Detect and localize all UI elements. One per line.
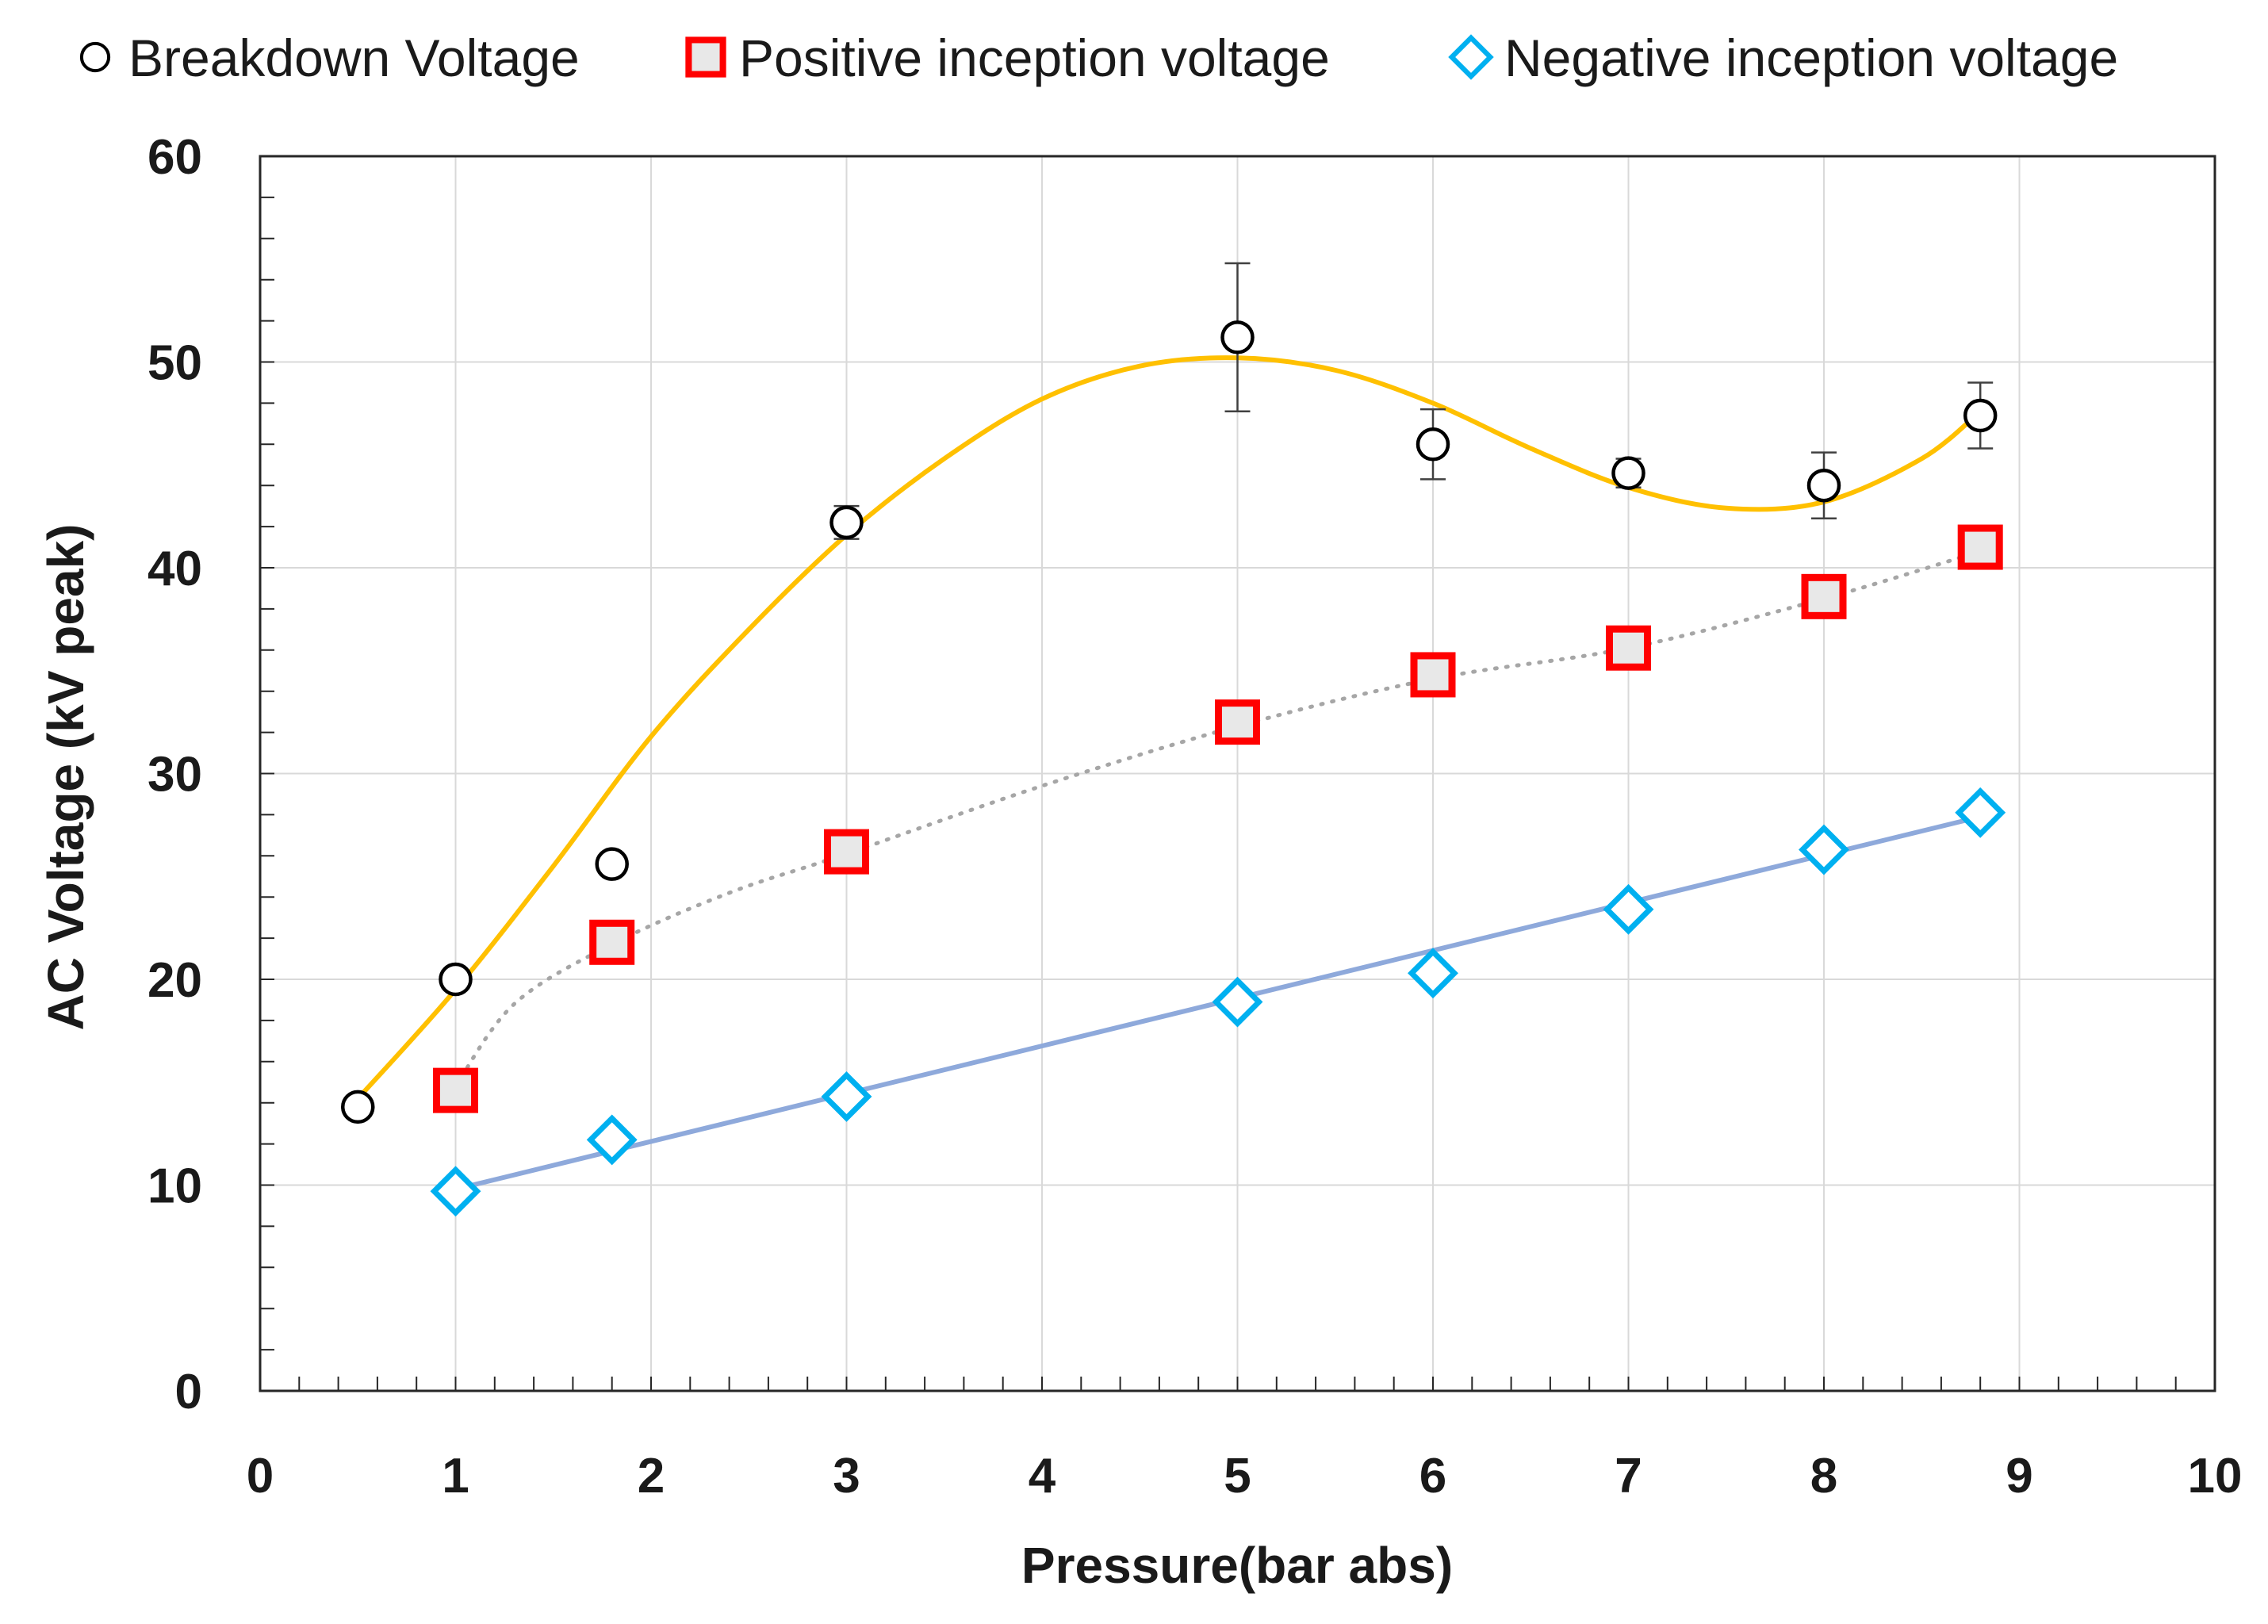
y-tick-label: 50 bbox=[147, 336, 202, 391]
x-tick-label: 3 bbox=[833, 1449, 860, 1503]
y-tick-label: 30 bbox=[147, 748, 202, 802]
legend-label-3: Negative inception voltage bbox=[1504, 29, 2118, 87]
data-point-series-2 bbox=[1606, 625, 1651, 671]
x-tick-label: 5 bbox=[1224, 1449, 1251, 1503]
data-point-series-1 bbox=[1220, 320, 1255, 354]
data-point-series-2 bbox=[1215, 699, 1260, 745]
x-tick-label: 2 bbox=[638, 1449, 665, 1503]
x-tick-label: 0 bbox=[247, 1449, 274, 1503]
y-tick-label: 60 bbox=[147, 130, 202, 185]
data-point-series-2 bbox=[433, 1067, 478, 1113]
data-point-series-2 bbox=[1957, 524, 2003, 570]
data-point-series-1 bbox=[341, 1090, 375, 1124]
y-axis-title: AC Voltage (kV peak) bbox=[37, 524, 94, 1031]
tick-labels: 0 1 2 3 4 5 6 7 8 9 10 0 10 20 30 40 50 60 bbox=[147, 130, 2242, 1503]
x-tick-label: 8 bbox=[1810, 1449, 1837, 1503]
x-tick-label: 1 bbox=[442, 1449, 469, 1503]
data-point-series-2 bbox=[1410, 652, 1456, 698]
data-point-series-1 bbox=[829, 505, 864, 540]
data-point-series-1 bbox=[1806, 468, 1841, 503]
data-point-series-1 bbox=[595, 847, 629, 881]
data-point-series-1 bbox=[1416, 427, 1450, 462]
y-tick-label: 40 bbox=[147, 542, 202, 596]
data-point-series-3 bbox=[821, 1071, 872, 1122]
data-point-series-1 bbox=[1963, 398, 1998, 433]
y-tick-label: 10 bbox=[147, 1159, 202, 1214]
data-point-series-3 bbox=[1212, 976, 1263, 1028]
data-markers bbox=[341, 320, 2006, 1217]
data-point-series-2 bbox=[824, 829, 869, 875]
x-tick-label: 7 bbox=[1615, 1449, 1642, 1503]
legend-label-2: Positive inception voltage bbox=[739, 29, 1330, 87]
data-point-series-3 bbox=[1408, 948, 1458, 999]
plot-border bbox=[259, 155, 2216, 1392]
data-point-series-3 bbox=[586, 1114, 638, 1166]
x-tick-label: 6 bbox=[1419, 1449, 1446, 1503]
legend-label-1: Breakdown Voltage bbox=[128, 29, 580, 87]
data-point-series-2 bbox=[589, 919, 635, 965]
x-tick-label: 9 bbox=[2006, 1449, 2032, 1503]
data-point-series-2 bbox=[1801, 573, 1847, 619]
data-point-series-3 bbox=[430, 1166, 481, 1217]
minor-ticks bbox=[260, 196, 2177, 1391]
data-point-series-1 bbox=[439, 962, 473, 997]
data-point-series-1 bbox=[1611, 456, 1645, 490]
x-tick-label: 4 bbox=[1029, 1449, 1056, 1503]
legend-marker-1 bbox=[79, 41, 111, 73]
data-point-series-3 bbox=[1603, 883, 1654, 935]
data-point-series-3 bbox=[1955, 787, 2006, 838]
legend-marker-2 bbox=[685, 36, 726, 78]
legend-marker-3 bbox=[1448, 34, 1494, 80]
x-axis-title: Pressure(bar abs) bbox=[1021, 1537, 1453, 1594]
trendline-series-2 bbox=[454, 549, 1983, 1089]
legend: Breakdown Voltage Positive inception volt… bbox=[79, 29, 2118, 87]
y-tick-label: 0 bbox=[175, 1365, 202, 1419]
trendline-series-1 bbox=[355, 355, 1983, 1101]
data-point-series-3 bbox=[1799, 824, 1849, 875]
y-tick-label: 20 bbox=[147, 953, 202, 1008]
x-tick-label: 10 bbox=[2188, 1449, 2243, 1503]
